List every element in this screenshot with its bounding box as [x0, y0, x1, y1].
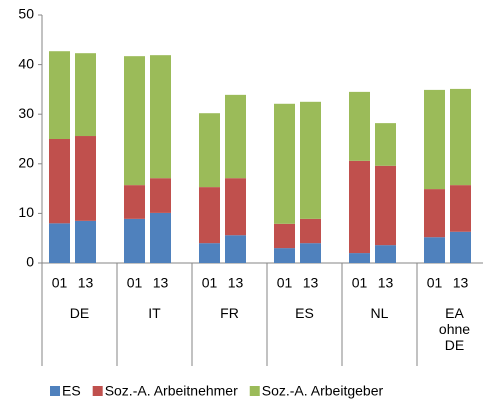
bar-segment [49, 139, 70, 224]
x-tick-label: 13 [303, 275, 319, 291]
bar-segment [124, 185, 145, 219]
x-tick-label: 01 [52, 275, 68, 291]
y-tick-label: 40 [18, 55, 34, 71]
bar-segment [49, 51, 70, 139]
group-label: ES [295, 305, 314, 321]
x-tick-label: 01 [202, 275, 218, 291]
bar-segment [199, 187, 220, 244]
legend-swatch [249, 386, 260, 396]
group-label: NL [370, 305, 389, 321]
bar-segment [349, 91, 370, 161]
bar-segment [375, 165, 396, 246]
bar-segment [199, 243, 220, 263]
x-tick-label: 01 [127, 275, 143, 291]
bar-segment [225, 178, 246, 236]
bar-segment [375, 245, 396, 263]
group-label: DE [69, 305, 90, 321]
bar-segment [75, 136, 96, 221]
bar-segment [450, 231, 471, 263]
group-label: EA ohne DE [438, 305, 471, 353]
bar-segment [274, 248, 295, 263]
bar-segment [450, 88, 471, 186]
y-tick-label: 20 [18, 155, 34, 171]
x-tick-label: 13 [153, 275, 169, 291]
bar-segment [225, 94, 246, 179]
bar-segment [199, 113, 220, 188]
bar-segment [150, 178, 171, 213]
bar-segment [124, 218, 145, 263]
bar-segment [424, 89, 445, 190]
x-tick-label: 13 [78, 275, 94, 291]
bar-segment [300, 243, 321, 263]
group-label: FR [220, 305, 239, 321]
bar-segment [349, 160, 370, 254]
y-tick-label: 0 [26, 254, 34, 270]
group-label: IT [148, 305, 161, 321]
bar-segment [450, 185, 471, 232]
bar-segment [424, 189, 445, 238]
bar-segment [150, 55, 171, 179]
bar-segment [124, 56, 145, 186]
x-tick-label: 13 [453, 275, 469, 291]
legend-swatch [50, 386, 60, 396]
legend-label: Soz.-A. Arbeitnehmer [105, 383, 238, 399]
bar-segment [375, 123, 396, 166]
legend-label: ES [62, 383, 81, 399]
bar-segment [75, 220, 96, 263]
bar-segment [75, 53, 96, 137]
y-tick-label: 10 [18, 204, 34, 220]
x-tick-label: 13 [378, 275, 394, 291]
bar-segment [225, 235, 246, 263]
y-tick-label: 30 [18, 105, 34, 121]
y-tick-label: 50 [18, 6, 34, 22]
legend-label: Soz.-A. Arbeitgeber [262, 383, 384, 399]
bar-segment [300, 101, 321, 219]
x-tick-label: 13 [228, 275, 244, 291]
bar-segment [300, 218, 321, 244]
legend-swatch [92, 386, 103, 396]
bar-segment [150, 212, 171, 263]
x-tick-label: 01 [427, 275, 443, 291]
bar-segment [274, 223, 295, 249]
bar-segment [49, 223, 70, 263]
bar-segment [274, 103, 295, 224]
bar-segment [424, 237, 445, 263]
bar-segment [349, 253, 370, 263]
x-tick-label: 01 [352, 275, 368, 291]
x-tick-label: 01 [277, 275, 293, 291]
